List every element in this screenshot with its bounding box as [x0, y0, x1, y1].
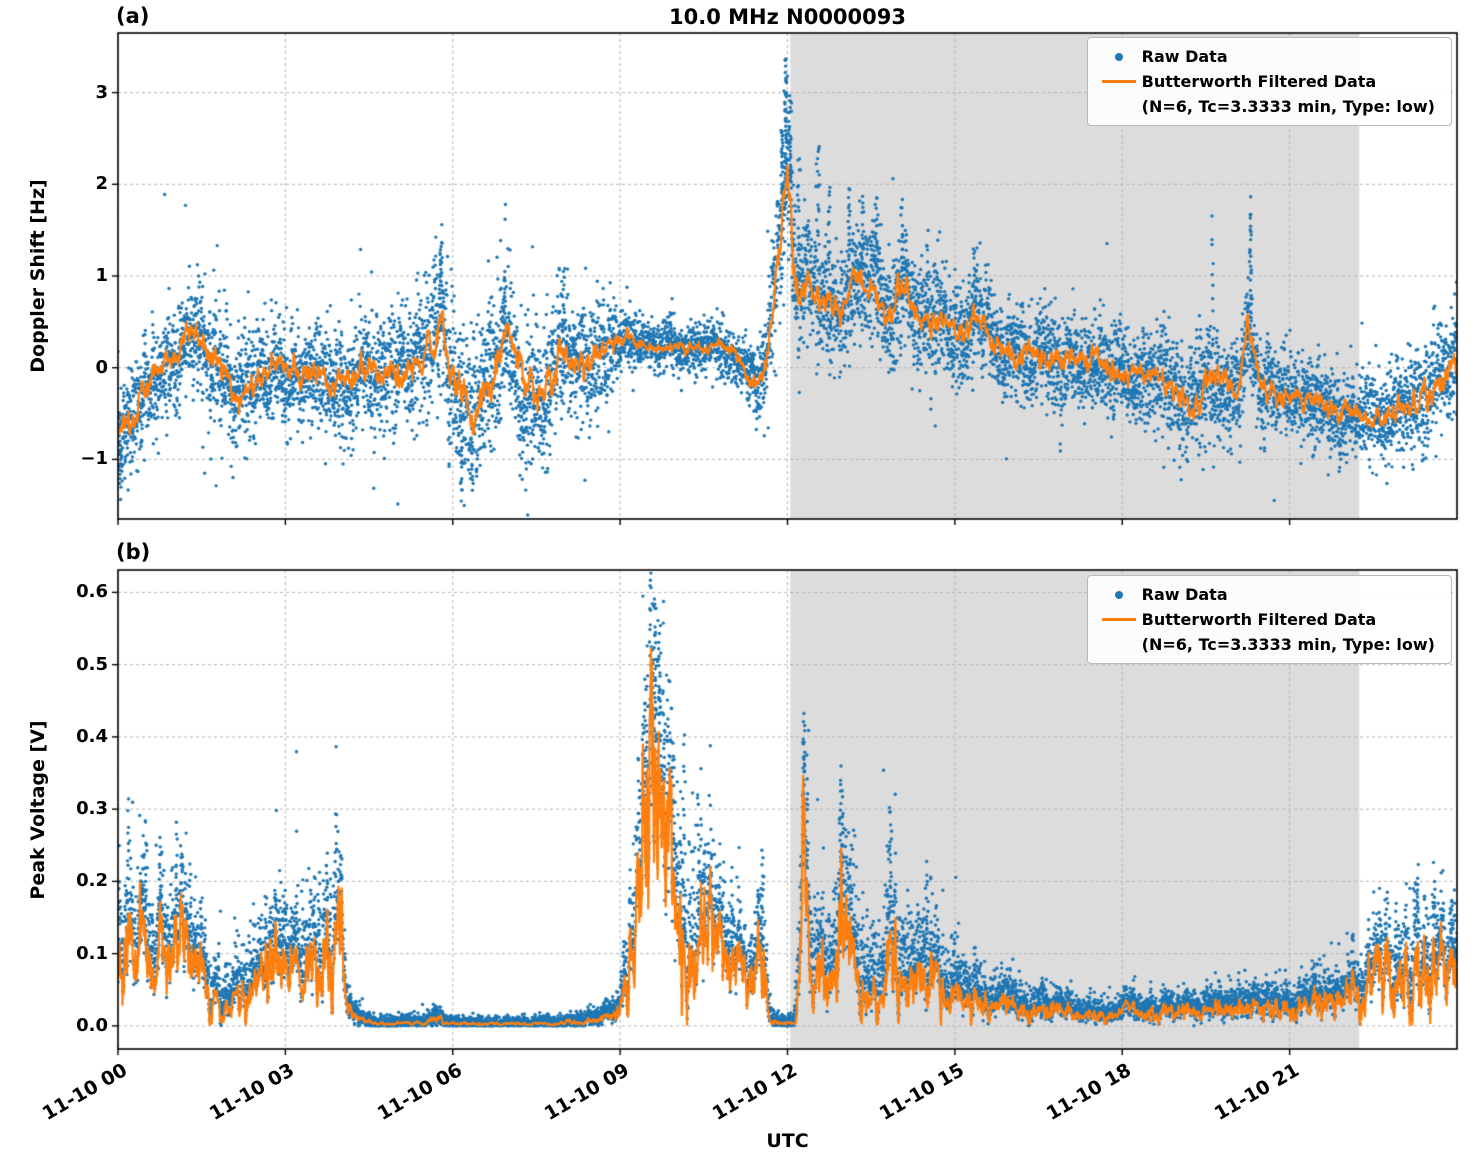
legend-row-filtered: Butterworth Filtered Data	[1096, 69, 1435, 94]
y-tick-label: 0.4	[76, 725, 108, 747]
raw-data-dot-icon	[1114, 590, 1123, 599]
y-tick-label: 2	[95, 173, 108, 195]
y-tick-label: 0.0	[76, 1014, 108, 1036]
y-tick-label: −1	[80, 448, 108, 470]
legend-marker-cell	[1096, 52, 1142, 61]
legend-filtered-label: Butterworth Filtered Data	[1141, 610, 1377, 629]
y-tick-label: 0.3	[76, 798, 108, 820]
legend-raw-label: Raw Data	[1141, 47, 1228, 66]
y-tick-label: 0.1	[76, 942, 108, 964]
y-tick-label: 0.6	[76, 581, 108, 603]
legend-row-filtered-sub: (N=6, Tc=3.3333 min, Type: low)	[1096, 94, 1435, 119]
legend-row-filtered: Butterworth Filtered Data	[1096, 607, 1435, 632]
legend-row-raw: Raw Data	[1096, 44, 1435, 69]
raw-data-dot-icon	[1114, 52, 1123, 61]
panel-label-b: (b)	[116, 540, 151, 564]
legend-filtered-sublabel: (N=6, Tc=3.3333 min, Type: low)	[1141, 635, 1435, 654]
x-axis-label: UTC	[766, 1130, 809, 1152]
panel-label-a: (a)	[116, 4, 150, 28]
legend-row-raw: Raw Data	[1096, 582, 1435, 607]
legend-row-filtered-sub: (N=6, Tc=3.3333 min, Type: low)	[1096, 632, 1435, 657]
y-tick-label: 3	[95, 81, 108, 103]
legend-panel-a: Raw Data Butterworth Filtered Data (N=6,…	[1086, 37, 1452, 126]
legend-marker-cell	[1096, 80, 1142, 83]
legend-filtered-sublabel: (N=6, Tc=3.3333 min, Type: low)	[1141, 97, 1435, 116]
y-tick-label: 0	[95, 356, 108, 378]
y-tick-label: 1	[95, 265, 108, 286]
legend-panel-b: Raw Data Butterworth Filtered Data (N=6,…	[1086, 575, 1452, 664]
legend-filtered-label: Butterworth Filtered Data	[1141, 72, 1377, 91]
legend-raw-label: Raw Data	[1141, 585, 1228, 604]
y-tick-label: 0.2	[76, 870, 108, 892]
y-tick-label: 0.5	[76, 653, 108, 675]
legend-marker-cell	[1096, 618, 1142, 621]
filtered-line-icon	[1101, 618, 1136, 621]
filtered-line-icon	[1101, 80, 1136, 83]
figure-title: 10.0 MHz N0000093	[669, 5, 906, 29]
legend-marker-cell	[1096, 590, 1142, 599]
